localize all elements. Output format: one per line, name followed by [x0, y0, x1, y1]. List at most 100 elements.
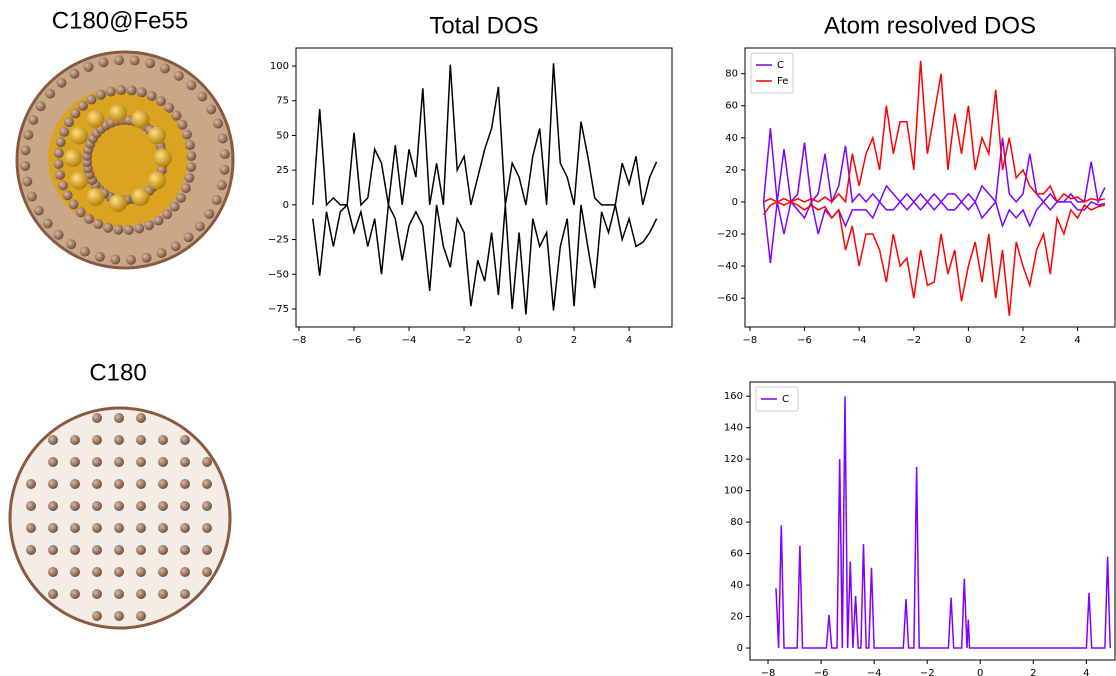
atom — [86, 187, 105, 206]
y-tick-label: 0 — [283, 200, 289, 211]
atom — [23, 129, 34, 140]
atom — [186, 150, 197, 161]
atom — [70, 479, 80, 489]
atom — [147, 171, 166, 190]
atom — [180, 589, 190, 599]
atom — [170, 241, 181, 252]
atom — [184, 140, 195, 151]
atom — [136, 479, 146, 489]
y-tick-label: 75 — [276, 96, 289, 107]
atom — [95, 89, 106, 100]
atom — [158, 567, 168, 577]
atom — [92, 413, 102, 423]
atom — [35, 101, 46, 112]
atom — [131, 187, 150, 206]
atom — [184, 172, 195, 183]
atom — [83, 61, 94, 72]
molecule-c180 — [8, 406, 232, 630]
y-tick-label: 20 — [730, 612, 743, 623]
atom — [202, 457, 212, 467]
atom — [86, 110, 105, 129]
atom — [48, 435, 58, 445]
atom — [110, 254, 121, 265]
atom — [180, 479, 190, 489]
y-tick-label: 50 — [276, 130, 289, 141]
x-tick-label: 2 — [1030, 668, 1036, 676]
series-line — [762, 128, 1106, 205]
panel-label: C180@Fe55 — [52, 7, 188, 34]
x-tick-label: −4 — [852, 335, 867, 346]
atom — [26, 191, 37, 202]
y-tick-label: 40 — [725, 133, 738, 144]
atom — [114, 435, 124, 445]
atom — [70, 567, 80, 577]
atom — [92, 501, 102, 511]
y-tick-label: −75 — [268, 304, 289, 315]
atom — [180, 457, 190, 467]
atom — [64, 149, 82, 167]
x-tick-label: −8 — [292, 335, 307, 346]
atom — [92, 567, 102, 577]
atom — [45, 88, 56, 99]
atom — [70, 501, 80, 511]
atom — [211, 194, 222, 205]
x-tick-label: 4 — [1074, 335, 1080, 346]
atom — [93, 219, 104, 230]
x-tick-label: 0 — [965, 335, 971, 346]
atom — [70, 545, 80, 555]
legend-label: C — [777, 60, 784, 71]
series-line — [775, 396, 1111, 649]
atom — [144, 220, 155, 231]
atom — [180, 545, 190, 555]
atom — [114, 479, 124, 489]
atom — [146, 90, 157, 101]
x-tick-label: 4 — [1083, 668, 1089, 676]
atom — [169, 201, 180, 212]
atom — [55, 137, 66, 148]
atom — [206, 104, 217, 115]
y-tick-label: 100 — [270, 61, 289, 72]
y-tick-label: 60 — [730, 549, 743, 560]
y-tick-label: 100 — [724, 486, 743, 497]
y-tick-label: −20 — [717, 229, 738, 240]
atom — [181, 129, 192, 140]
atom — [48, 589, 58, 599]
atom — [180, 523, 190, 533]
atom — [202, 501, 212, 511]
y-tick-label: 160 — [724, 391, 743, 402]
series-line — [762, 201, 1106, 316]
atom — [62, 190, 73, 201]
atom — [177, 119, 188, 130]
atom — [70, 589, 80, 599]
y-tick-label: 120 — [724, 454, 743, 465]
atom — [136, 545, 146, 555]
atom — [180, 567, 190, 577]
atom — [92, 457, 102, 467]
atom — [116, 85, 127, 96]
chart-title: Total DOS — [429, 12, 538, 39]
atom — [26, 545, 36, 555]
molecule-c180-fe55 — [15, 50, 235, 270]
atom — [109, 194, 127, 212]
atom — [217, 133, 228, 144]
series-line — [312, 202, 658, 315]
atom — [164, 102, 175, 113]
atom — [48, 457, 58, 467]
atom — [28, 115, 39, 126]
atom — [204, 208, 215, 219]
atom — [136, 589, 146, 599]
atom — [77, 100, 88, 111]
atom — [136, 501, 146, 511]
y-tick-label: 80 — [730, 517, 743, 528]
atom — [114, 55, 125, 66]
atom — [156, 248, 167, 259]
series-line — [763, 60, 1106, 204]
atom — [158, 501, 168, 511]
atom — [20, 145, 31, 156]
atom — [70, 523, 80, 533]
series-line — [762, 199, 1106, 263]
atom — [26, 523, 36, 533]
atom — [202, 567, 212, 577]
atom — [53, 159, 64, 170]
